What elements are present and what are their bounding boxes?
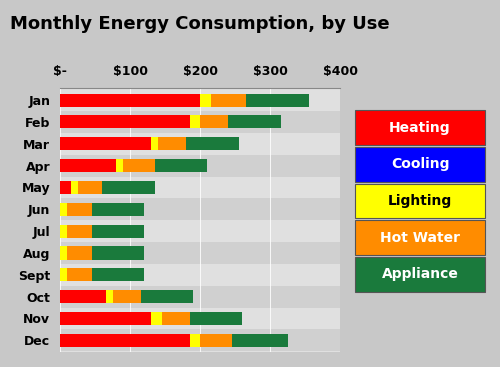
Bar [60, 155, 340, 177]
Bar [60, 246, 67, 259]
Bar [162, 312, 190, 325]
Bar [186, 137, 238, 150]
Bar [67, 246, 92, 259]
Bar [123, 159, 154, 172]
Bar [60, 268, 67, 281]
Bar [60, 312, 151, 325]
Bar [67, 203, 92, 216]
Bar [78, 181, 102, 194]
Bar [116, 159, 123, 172]
Bar [60, 137, 151, 150]
Text: Cooling: Cooling [391, 157, 449, 171]
Bar [232, 334, 287, 347]
Bar [151, 312, 162, 325]
Bar [67, 225, 92, 238]
Bar [140, 290, 193, 303]
Bar [60, 203, 67, 216]
Bar [60, 286, 340, 308]
Bar [60, 111, 340, 133]
Bar [60, 220, 340, 242]
Bar [60, 94, 200, 107]
Bar [106, 290, 112, 303]
Bar [60, 89, 340, 111]
Bar [70, 181, 78, 194]
Bar [60, 308, 340, 330]
Bar [200, 115, 228, 128]
Bar [60, 133, 340, 155]
Bar [190, 334, 200, 347]
Bar [190, 115, 200, 128]
Bar [67, 268, 92, 281]
Bar [60, 242, 340, 264]
Bar [92, 225, 144, 238]
Bar [190, 312, 242, 325]
Bar [92, 203, 144, 216]
Bar [158, 137, 186, 150]
Bar [60, 181, 70, 194]
Bar [151, 137, 158, 150]
Bar [92, 268, 144, 281]
Bar [60, 290, 106, 303]
Bar [60, 198, 340, 220]
Bar [210, 94, 246, 107]
Text: Heating: Heating [389, 120, 451, 135]
Bar [60, 177, 340, 198]
Bar [92, 246, 144, 259]
Text: Hot Water: Hot Water [380, 230, 460, 245]
Bar [60, 115, 190, 128]
Bar [60, 159, 116, 172]
Text: Lighting: Lighting [388, 194, 452, 208]
Text: Monthly Energy Consumption, by Use: Monthly Energy Consumption, by Use [10, 15, 390, 33]
Bar [60, 225, 67, 238]
Text: Appliance: Appliance [382, 267, 458, 281]
Bar [60, 264, 340, 286]
Bar [154, 159, 207, 172]
Bar [200, 334, 232, 347]
Bar [228, 115, 280, 128]
Bar [246, 94, 308, 107]
Bar [200, 94, 210, 107]
Bar [112, 290, 140, 303]
Bar [60, 330, 340, 351]
Bar [60, 334, 190, 347]
Bar [102, 181, 154, 194]
